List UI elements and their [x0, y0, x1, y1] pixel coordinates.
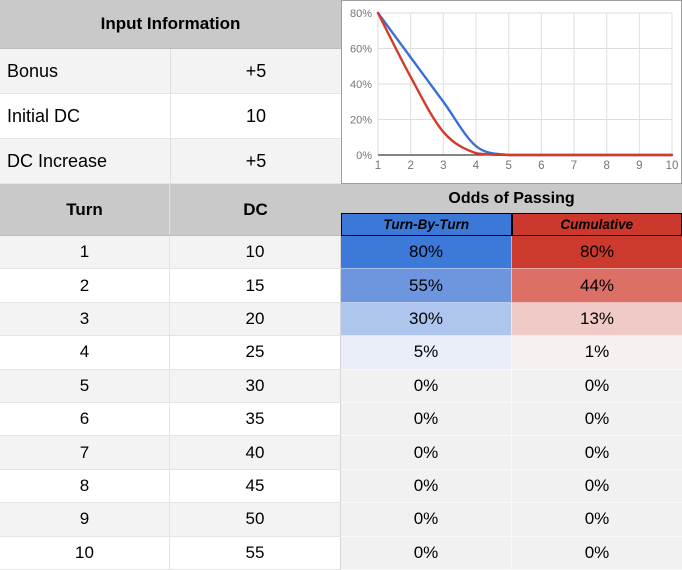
odds-of-passing-header: Odds of Passing Turn-By-Turn Cumulative [341, 184, 682, 236]
dc-cell-5[interactable]: 30 [170, 369, 341, 403]
turn-by-turn-cell-1[interactable]: 80% [341, 236, 511, 270]
turn-cell-4[interactable]: 4 [0, 336, 170, 370]
x-axis-tick-label: 3 [440, 160, 446, 172]
input-row-initial-dc: Initial DC 10 [0, 94, 341, 139]
chart-svg: 0% 20% 40% 60% 80% 1 2 3 4 5 6 7 8 9 10 [350, 8, 679, 172]
x-axis-tick-label: 8 [603, 160, 609, 172]
dc-cell-10[interactable]: 55 [170, 536, 341, 570]
dc-cell-1[interactable]: 10 [170, 236, 341, 270]
turn-cell-5[interactable]: 5 [0, 369, 170, 403]
cumulative-cell-10[interactable]: 0% [511, 536, 682, 570]
cumulative-cell-7[interactable]: 0% [511, 436, 682, 470]
x-axis-tick-label: 9 [636, 160, 642, 172]
turn-dc-header-row: Turn DC [0, 184, 341, 236]
turn-cell-2[interactable]: 2 [0, 269, 170, 303]
input-information-header[interactable]: Input Information [0, 0, 341, 49]
cumulative-cell-1[interactable]: 80% [511, 236, 682, 270]
y-axis-tick-label: 40% [350, 79, 372, 91]
x-axis-tick-label: 2 [407, 160, 413, 172]
x-axis-tick-label: 6 [538, 160, 544, 172]
turn-cell-3[interactable]: 3 [0, 302, 170, 337]
dc-increase-value[interactable]: +5 [170, 139, 341, 183]
cumulative-column-header[interactable]: Cumulative [511, 213, 682, 236]
cumulative-cell-2[interactable]: 44% [511, 269, 682, 303]
turn-by-turn-column-header[interactable]: Turn-By-Turn [341, 213, 512, 236]
dc-cell-7[interactable]: 40 [170, 436, 341, 470]
input-row-dc-increase: DC Increase +5 [0, 139, 341, 184]
odds-of-passing-title[interactable]: Odds of Passing [341, 184, 682, 213]
dc-cell-4[interactable]: 25 [170, 336, 341, 370]
cumulative-cell-3[interactable]: 13% [511, 302, 682, 337]
y-axis-tick-label: 60% [350, 44, 372, 56]
cumulative-cell-6[interactable]: 0% [511, 403, 682, 437]
turn-by-turn-cell-6[interactable]: 0% [341, 403, 511, 437]
turn-cell-6[interactable]: 6 [0, 403, 170, 437]
dc-cell-6[interactable]: 35 [170, 403, 341, 437]
x-axis-tick-label: 1 [375, 160, 381, 172]
data-rows: 1 10 80% 80% 2 15 55% 44% 3 20 30% 13% 4 25 5% 1% 5 30 0% 0… [0, 236, 682, 570]
dc-increase-label[interactable]: DC Increase [7, 150, 108, 171]
cumulative-cell-4[interactable]: 1% [511, 336, 682, 370]
cumulative-cell-8[interactable]: 0% [511, 469, 682, 504]
turn-cell-10[interactable]: 10 [0, 536, 170, 570]
x-axis-tick-label: 7 [571, 160, 577, 172]
x-axis-tick-label: 5 [505, 160, 511, 172]
dc-cell-3[interactable]: 20 [170, 302, 341, 337]
turn-by-turn-cell-3[interactable]: 30% [341, 302, 511, 337]
x-axis-tick-label: 4 [473, 160, 480, 172]
dc-cell-8[interactable]: 45 [170, 469, 341, 504]
turn-by-turn-cell-4[interactable]: 5% [341, 336, 511, 370]
turn-cell-1[interactable]: 1 [0, 236, 170, 270]
turn-by-turn-cell-7[interactable]: 0% [341, 436, 511, 470]
turn-cell-7[interactable]: 7 [0, 436, 170, 470]
turn-cell-8[interactable]: 8 [0, 469, 170, 504]
cumulative-cell-5[interactable]: 0% [511, 369, 682, 403]
odds-line-chart[interactable]: 0% 20% 40% 60% 80% 1 2 3 4 5 6 7 8 9 10 [341, 0, 682, 184]
turn-by-turn-cell-8[interactable]: 0% [341, 469, 511, 504]
bonus-label[interactable]: Bonus [7, 60, 59, 81]
cumulative-cell-9[interactable]: 0% [511, 503, 682, 537]
input-row-bonus: Bonus +5 [0, 49, 341, 94]
x-axis-tick-label: 10 [666, 160, 679, 172]
input-information-table: Input Information Bonus +5 Initial DC 10… [0, 0, 341, 184]
turn-column-header[interactable]: Turn [0, 184, 170, 235]
dc-cell-2[interactable]: 15 [170, 269, 341, 303]
y-axis-tick-label: 20% [350, 115, 372, 127]
y-axis-tick-label: 0% [356, 150, 372, 162]
initial-dc-value[interactable]: 10 [170, 94, 341, 138]
dc-cell-9[interactable]: 50 [170, 503, 341, 537]
turn-cell-9[interactable]: 9 [0, 503, 170, 537]
series-line-cumulative [376, 11, 674, 157]
odds-column-headers: Turn-By-Turn Cumulative [341, 213, 682, 236]
y-axis-tick-label: 80% [350, 8, 372, 20]
turn-by-turn-cell-5[interactable]: 0% [341, 369, 511, 403]
turn-by-turn-cell-10[interactable]: 0% [341, 536, 511, 570]
bonus-value[interactable]: +5 [170, 49, 341, 93]
initial-dc-label[interactable]: Initial DC [7, 105, 81, 126]
dc-column-header[interactable]: DC [243, 199, 268, 219]
turn-by-turn-cell-9[interactable]: 0% [341, 503, 511, 537]
turn-by-turn-cell-2[interactable]: 55% [341, 269, 511, 303]
